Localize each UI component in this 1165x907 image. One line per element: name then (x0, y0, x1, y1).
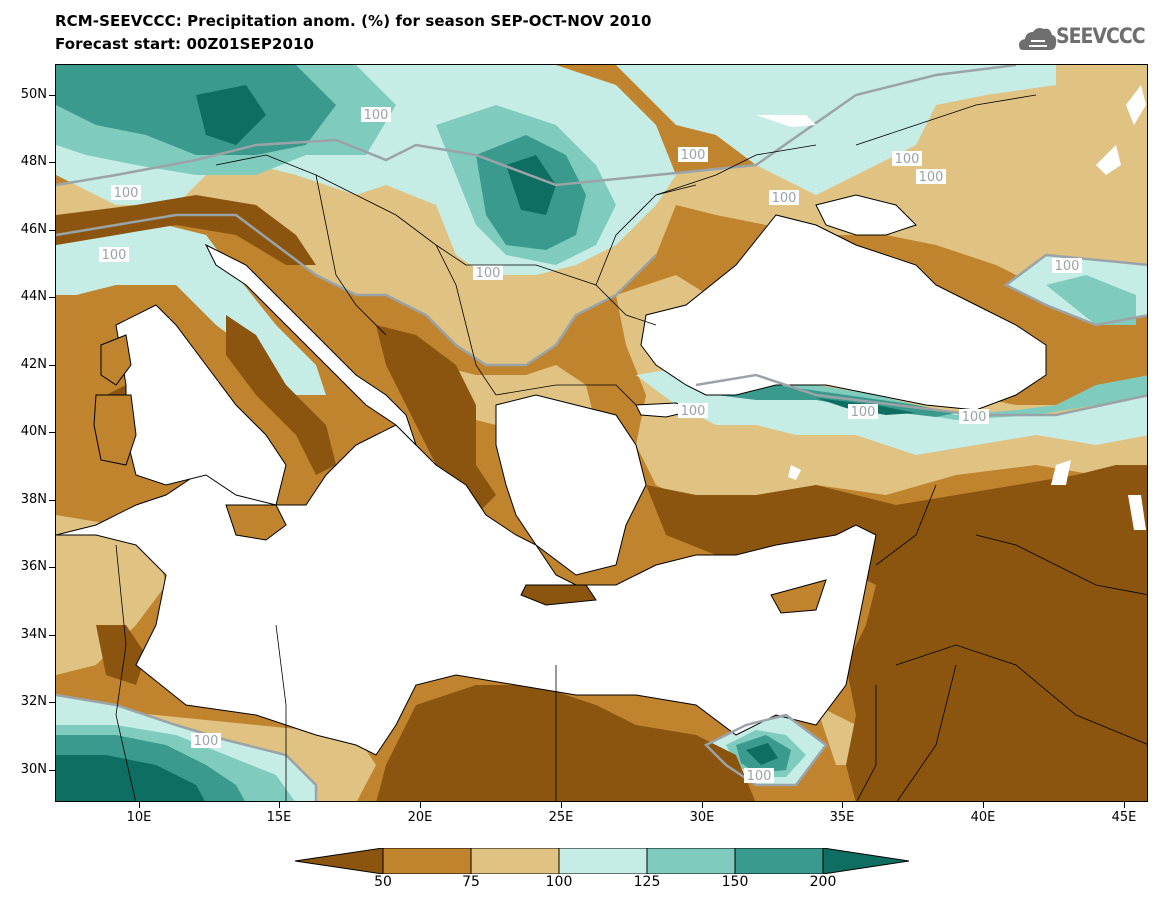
lat-tick (49, 230, 55, 231)
lon-tick (842, 802, 843, 808)
colorbar-bin-over-200 (822, 848, 910, 874)
lat-tick (49, 365, 55, 366)
colorbar-bin-100-125 (558, 848, 648, 874)
svg-text:100: 100 (962, 410, 987, 425)
white-patches (756, 85, 1146, 530)
colorbar-tick-label: 150 (721, 874, 749, 890)
contour-lines-100 (56, 65, 1147, 801)
contour-label: 100 (678, 403, 708, 419)
lon-label: 10E (126, 810, 152, 825)
lat-tick (49, 162, 55, 163)
svg-text:100: 100 (1055, 259, 1080, 274)
svg-text:100: 100 (681, 148, 706, 163)
lon-label: 20E (407, 810, 433, 825)
lon-tick (702, 802, 703, 808)
contour-label: 100 (191, 733, 221, 749)
islands (93, 334, 827, 614)
precipitation-anomaly-map: 100 100 100 100 100 100 100 100 100 100 … (56, 65, 1147, 801)
forecast-start-label: Forecast start: 00Z01SEP2010 (55, 35, 315, 53)
lat-label: 38N (20, 492, 47, 507)
contour-label: 100 (361, 107, 391, 123)
svg-text:100: 100 (747, 769, 772, 784)
map-frame: 100 100 100 100 100 100 100 100 100 100 … (55, 64, 1148, 802)
lat-label: 44N (20, 289, 47, 304)
lat-tick (49, 567, 55, 568)
lat-label: 46N (20, 222, 47, 237)
lat-label: 42N (20, 357, 47, 372)
lon-label: 45E (1111, 810, 1137, 825)
lon-label: 35E (829, 810, 855, 825)
lat-tick (49, 702, 55, 703)
contour-label: 100 (678, 147, 708, 163)
lon-tick (139, 802, 140, 808)
colorbar-tick-label: 100 (545, 874, 573, 890)
lon-label: 15E (266, 810, 292, 825)
map-title: RCM-SEEVCCC: Precipitation anom. (%) for… (55, 12, 652, 30)
contour-label: 100 (959, 409, 989, 425)
lat-label: 30N (20, 762, 47, 777)
contour-label: 100 (99, 247, 129, 263)
contour-label: 100 (473, 265, 503, 281)
contour-labels: 100 100 100 100 100 100 100 100 100 100 … (99, 107, 1082, 784)
svg-text:100: 100 (194, 734, 219, 749)
svg-text:100: 100 (364, 108, 389, 123)
colorbar-tick-label: 200 (809, 874, 837, 890)
svg-text:100: 100 (114, 186, 139, 201)
svg-text:100: 100 (919, 170, 944, 185)
colorbar-bin-75-100 (470, 848, 560, 874)
colorbar-bin-50-75 (382, 848, 472, 874)
lat-label: 36N (20, 559, 47, 574)
svg-text:100: 100 (772, 191, 797, 206)
contour-label: 100 (111, 185, 141, 201)
lon-tick (279, 802, 280, 808)
lat-tick (49, 635, 55, 636)
lon-label: 25E (548, 810, 574, 825)
svg-text:100: 100 (476, 266, 501, 281)
lat-label: 50N (20, 87, 47, 102)
lat-label: 32N (20, 694, 47, 709)
lon-label: 30E (689, 810, 715, 825)
lon-tick (983, 802, 984, 808)
contour-label: 100 (916, 169, 946, 185)
lat-label: 48N (20, 154, 47, 169)
colorbar-bin-150-200 (734, 848, 824, 874)
contour-label: 100 (769, 190, 799, 206)
colorbar-tick-label: 75 (462, 874, 480, 890)
logo-text: SEEVCCC (1056, 24, 1146, 48)
contour-label: 100 (744, 768, 774, 784)
lon-tick (561, 802, 562, 808)
lon-label: 40E (970, 810, 996, 825)
colorbar-bin-125-150 (646, 848, 736, 874)
seevccc-cloud-logo-icon (1019, 28, 1057, 50)
colorbar-tick-label: 125 (633, 874, 661, 890)
colorbar-bin-under-50 (295, 848, 384, 874)
country-borders (115, 94, 1147, 801)
svg-text:100: 100 (102, 248, 127, 263)
lat-label: 34N (20, 627, 47, 642)
svg-text:100: 100 (895, 152, 920, 167)
contour-label: 100 (848, 404, 878, 420)
lat-tick (49, 432, 55, 433)
lat-tick (49, 770, 55, 771)
svg-text:100: 100 (851, 405, 876, 420)
colorbar (295, 848, 910, 874)
lon-tick (1124, 802, 1125, 808)
lon-tick (420, 802, 421, 808)
contour-label: 100 (1052, 258, 1082, 274)
colorbar-tick-label: 50 (374, 874, 392, 890)
contour-label: 100 (892, 151, 922, 167)
lat-label: 40N (20, 424, 47, 439)
lat-tick (49, 500, 55, 501)
lat-tick (49, 297, 55, 298)
lat-tick (49, 95, 55, 96)
svg-text:100: 100 (681, 404, 706, 419)
